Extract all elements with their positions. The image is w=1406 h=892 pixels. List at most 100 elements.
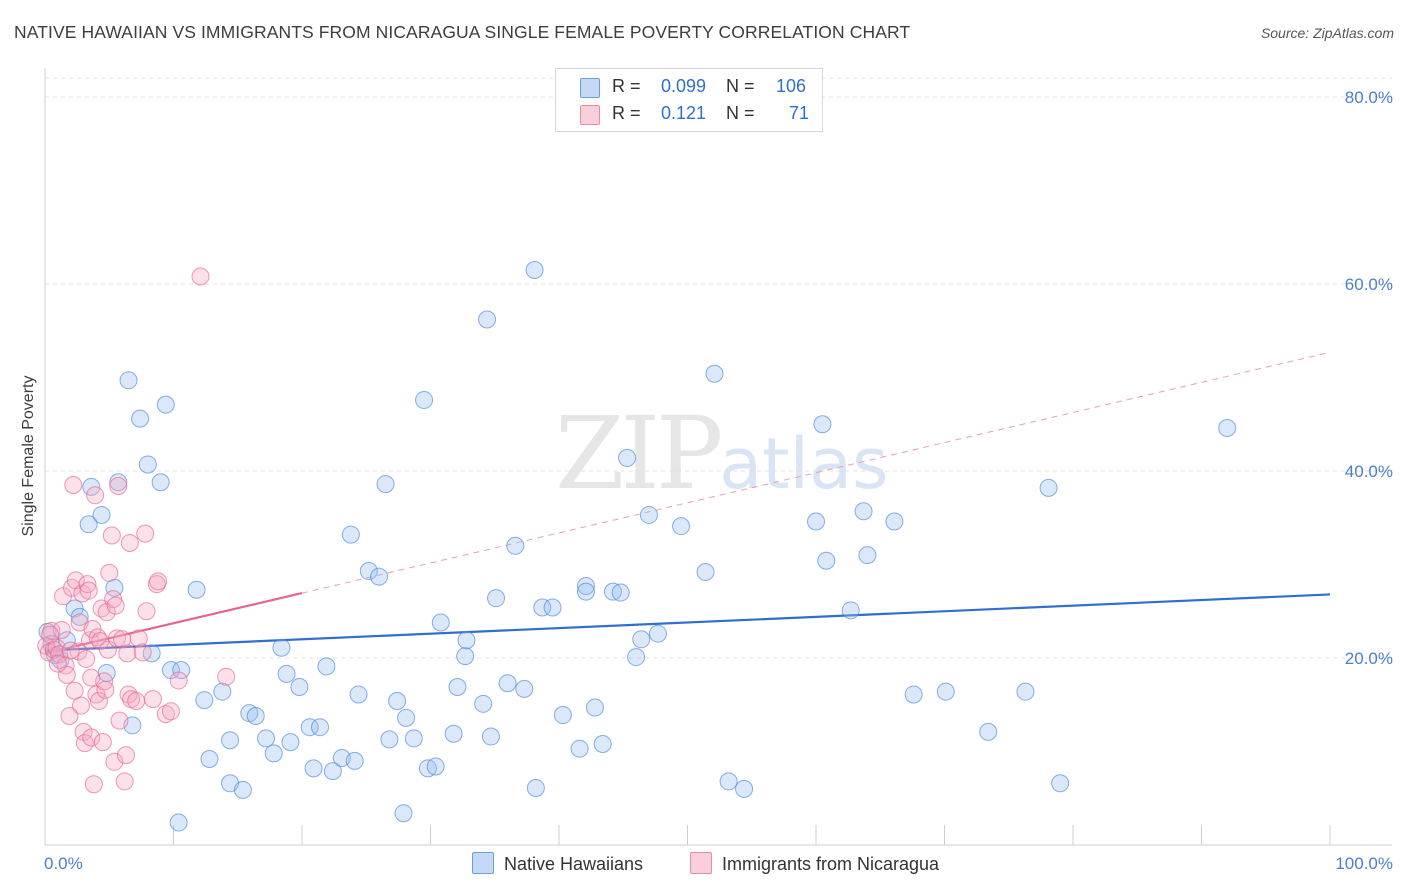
point-native-hawaiian [813, 415, 832, 434]
point-nicaragua [161, 702, 180, 721]
point-native-hawaiian [585, 698, 604, 717]
point-native-hawaiian [290, 677, 309, 696]
point-native-hawaiian [156, 395, 175, 414]
point-native-hawaiian [456, 647, 475, 666]
point-native-hawaiian [858, 546, 877, 565]
point-native-hawaiian [246, 706, 265, 725]
bottom-legend-label: Immigrants from Nicaragua [722, 854, 940, 874]
legend-n-value: 106 [776, 76, 807, 96]
point-native-hawaiian [431, 613, 450, 632]
point-native-hawaiian [533, 598, 552, 617]
point-native-hawaiian [370, 567, 389, 586]
point-native-hawaiian [304, 759, 323, 778]
y-tick-label: 40.0% [1345, 462, 1393, 481]
bottom-legend-label: Native Hawaiians [504, 854, 644, 874]
point-native-hawaiian [570, 739, 589, 758]
point-native-hawaiian [397, 708, 416, 727]
point-native-hawaiian [705, 364, 724, 383]
point-native-hawaiian [221, 731, 240, 750]
point-nicaragua [109, 476, 128, 495]
point-nicaragua [86, 486, 105, 505]
point-native-hawaiian [817, 551, 836, 570]
point-nicaragua [77, 649, 96, 668]
point-native-hawaiian [418, 759, 437, 778]
point-native-hawaiian [345, 751, 364, 770]
point-native-hawaiian [1218, 418, 1237, 437]
point-nicaragua [65, 681, 84, 700]
point-native-hawaiian [506, 536, 525, 555]
point-nicaragua [71, 696, 90, 715]
point-nicaragua [60, 706, 79, 725]
x-tick-label-max: 100.0% [1335, 854, 1393, 873]
point-native-hawaiian [841, 601, 860, 620]
point-nicaragua [84, 775, 103, 794]
legend-swatch-blue [580, 78, 600, 98]
point-native-hawaiian [603, 582, 622, 601]
legend-r-label: R = [612, 103, 641, 123]
bottom-legend-swatch-blue [472, 852, 494, 874]
point-native-hawaiian [272, 638, 291, 657]
point-nicaragua [66, 571, 85, 590]
point-native-hawaiian [611, 583, 630, 602]
point-native-hawaiian [543, 598, 562, 617]
point-native-hawaiian [65, 599, 84, 618]
tick-labels: 20.0% 40.0% 60.0% 80.0% 0.0% 100.0% [44, 88, 1393, 873]
point-native-hawaiian [169, 813, 188, 832]
watermark-atlas: atlas [719, 423, 889, 505]
point-native-hawaiian [854, 502, 873, 521]
point-native-hawaiian [380, 730, 399, 749]
point-native-hawaiian [415, 390, 434, 409]
trend-lines [44, 351, 1331, 655]
point-native-hawaiian [444, 724, 463, 743]
point-native-hawaiian [979, 722, 998, 741]
y-tick-label: 20.0% [1345, 649, 1393, 668]
point-nicaragua [69, 642, 88, 661]
point-native-hawaiian [388, 692, 407, 711]
bottom-legend-native-hawaiians: Native Hawaiians [472, 852, 643, 875]
point-nicaragua [118, 644, 137, 663]
point-native-hawaiian [142, 644, 161, 663]
data-points [37, 260, 1237, 832]
point-native-hawaiian [525, 260, 544, 279]
point-native-hawaiian [627, 648, 646, 667]
point-native-hawaiian [487, 589, 506, 608]
point-native-hawaiian [187, 580, 206, 599]
point-native-hawaiian [632, 630, 651, 649]
point-native-hawaiian [57, 631, 76, 650]
point-nicaragua [129, 629, 148, 648]
point-nicaragua [82, 728, 101, 747]
axes [44, 68, 1392, 846]
point-nicaragua [105, 752, 124, 771]
point-native-hawaiian [426, 757, 445, 776]
point-nicaragua [61, 641, 80, 660]
point-native-hawaiian [172, 661, 191, 680]
stats-legend: R = 0.099 N = 106 R = 0.121 N = 71 [555, 68, 823, 132]
point-nicaragua [191, 267, 210, 286]
point-nicaragua [78, 575, 97, 594]
bottom-legend-nicaragua: Immigrants from Nicaragua [690, 852, 939, 875]
point-nicaragua [89, 692, 108, 711]
point-native-hawaiian [349, 685, 368, 704]
point-native-hawaiian [70, 607, 89, 626]
point-native-hawaiian [719, 772, 738, 791]
point-native-hawaiian [310, 718, 329, 737]
point-nicaragua [79, 581, 98, 600]
point-native-hawaiian [885, 512, 904, 531]
point-native-hawaiian [481, 727, 500, 746]
y-tick-label: 80.0% [1345, 88, 1393, 107]
point-native-hawaiian [696, 562, 715, 581]
point-native-hawaiian [138, 455, 157, 474]
point-native-hawaiian [1039, 478, 1058, 497]
point-nicaragua [96, 680, 115, 699]
point-native-hawaiian [593, 735, 612, 754]
point-native-hawaiian [526, 778, 545, 797]
trend-line-nicaragua-solid [44, 592, 303, 655]
point-native-hawaiian [553, 706, 572, 725]
point-native-hawaiian [161, 661, 180, 680]
point-native-hawaiian [200, 749, 219, 768]
legend-n-label: N = [726, 76, 755, 96]
point-native-hawaiian [233, 780, 252, 799]
point-nicaragua [133, 643, 152, 662]
point-native-hawaiian [404, 729, 423, 748]
point-nicaragua [120, 533, 139, 552]
